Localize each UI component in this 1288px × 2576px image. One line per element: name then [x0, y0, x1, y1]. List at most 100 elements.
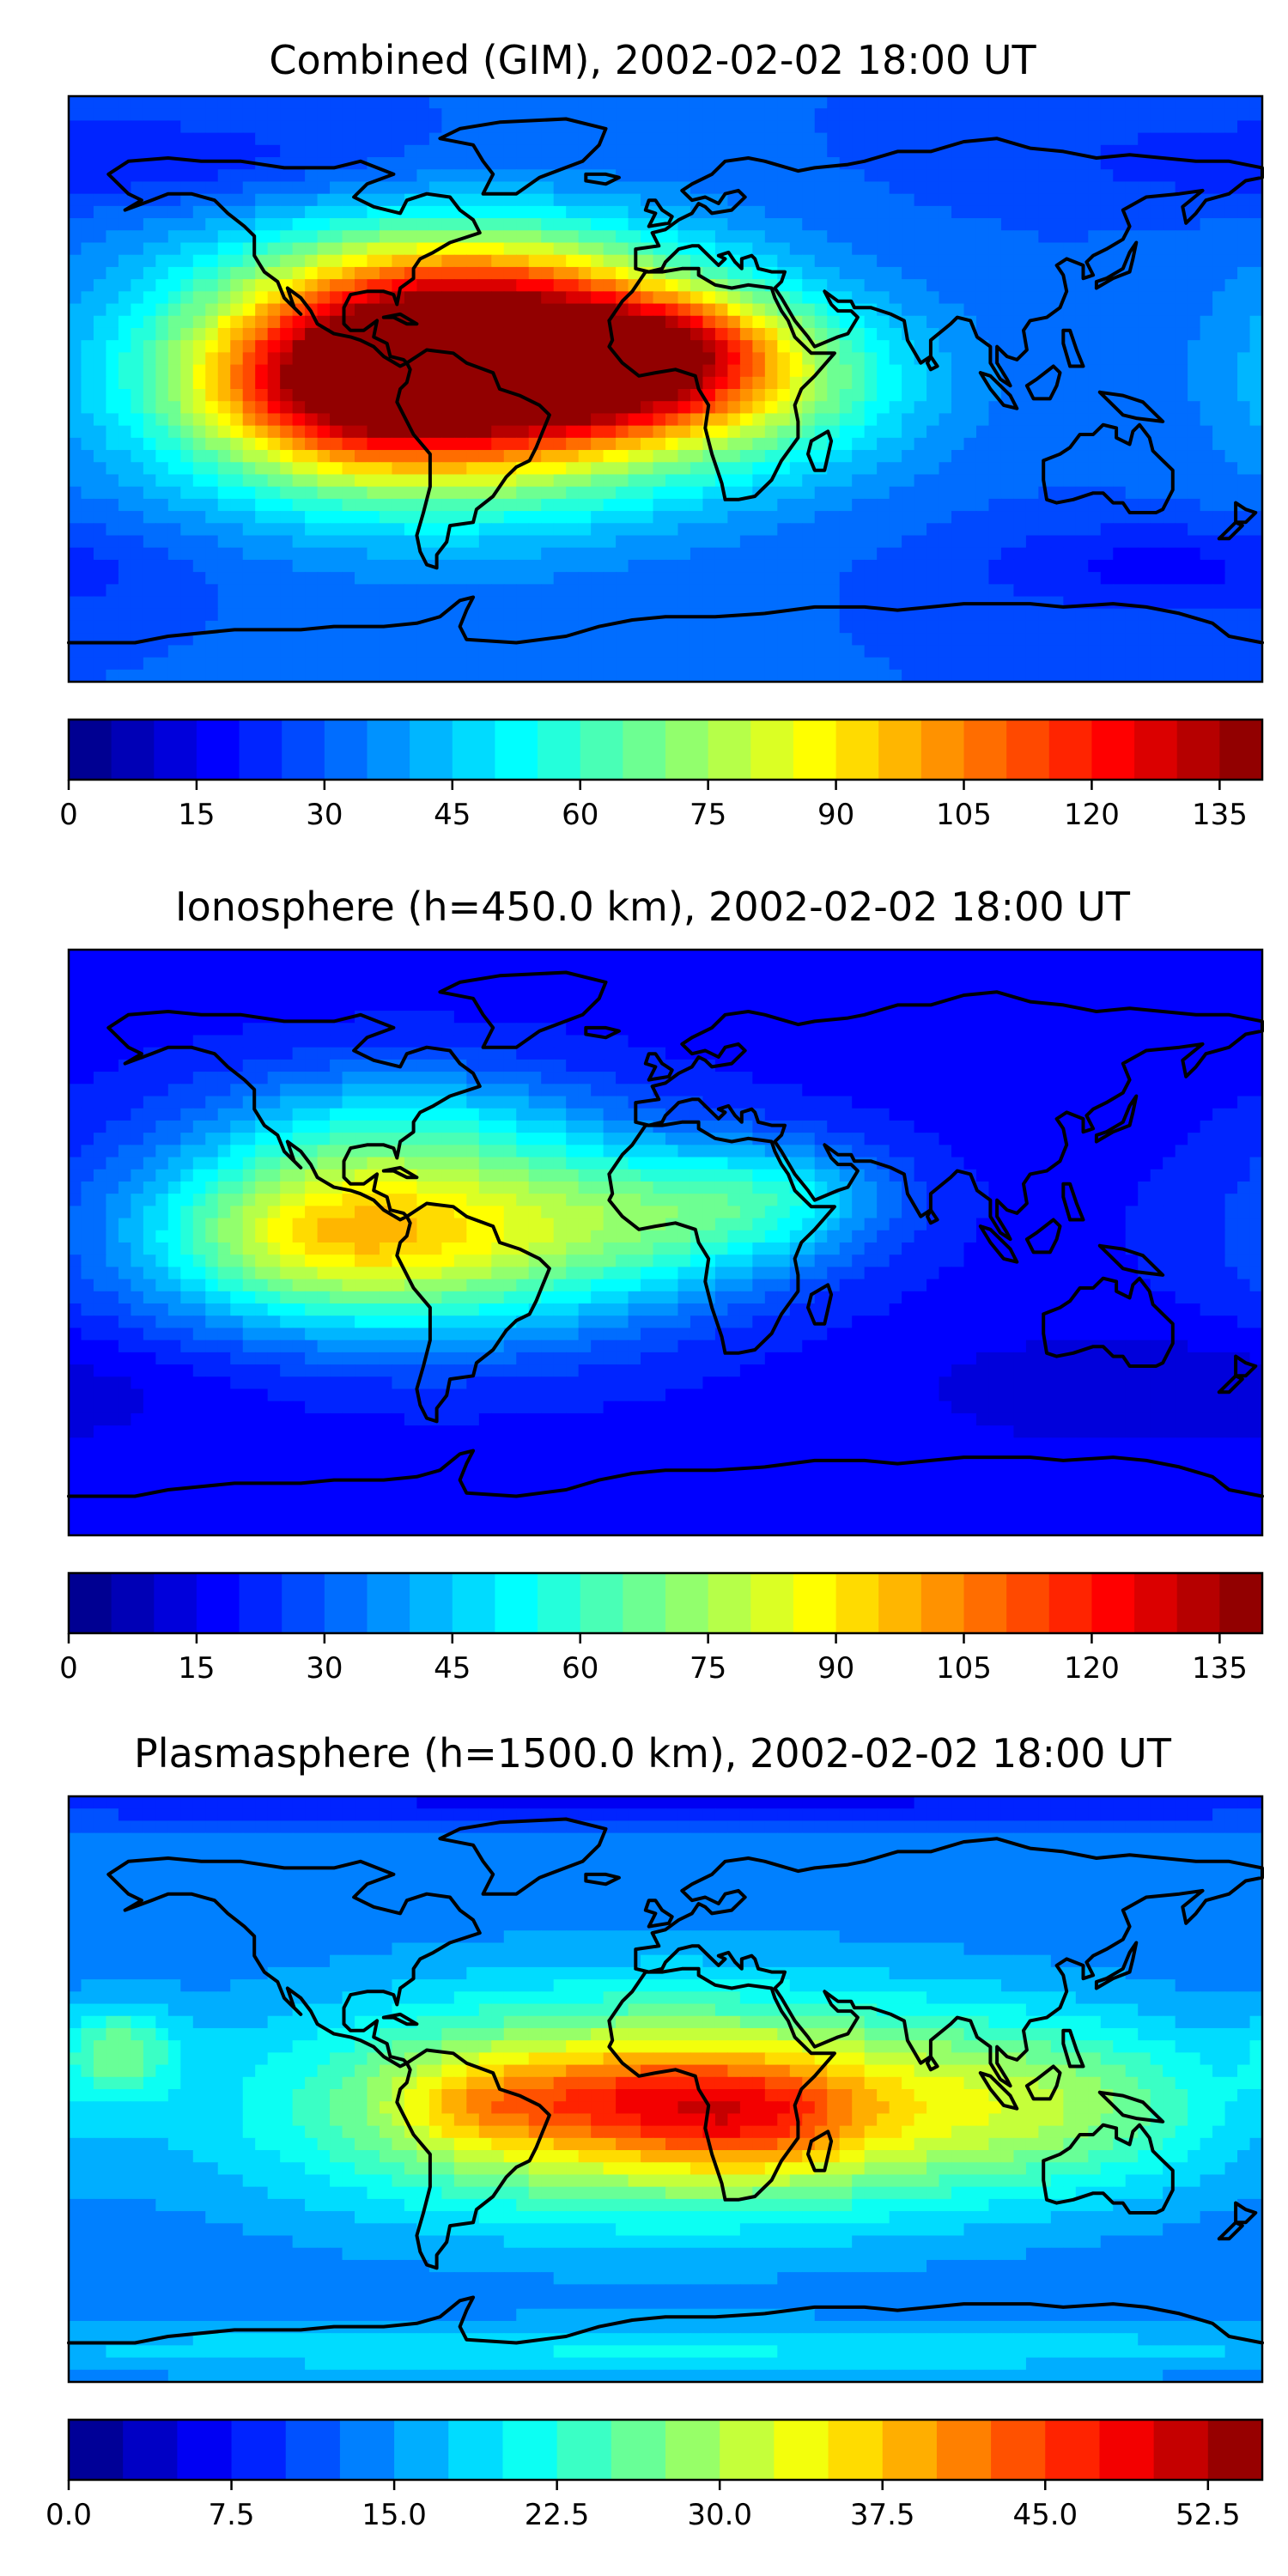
field-cell	[453, 96, 467, 109]
field-cell	[416, 413, 430, 427]
field-cell	[628, 584, 641, 598]
field-cell	[777, 437, 791, 451]
colorbar-swatch	[750, 720, 794, 780]
field-cell	[267, 303, 281, 317]
field-cell	[1224, 962, 1238, 975]
field-cell	[317, 291, 331, 305]
field-cell	[1224, 657, 1238, 671]
field-cell	[292, 572, 306, 585]
field-cell	[677, 498, 691, 512]
field-cell	[1125, 559, 1139, 573]
field-cell	[491, 450, 505, 463]
field-cell	[591, 645, 605, 659]
field-cell	[242, 633, 256, 646]
field-cell	[653, 572, 666, 585]
field-cell	[317, 401, 331, 415]
field-cell	[330, 596, 343, 610]
field-cell	[864, 401, 878, 415]
field-cell	[827, 266, 841, 280]
field-cell	[131, 535, 144, 549]
field-cell	[1050, 633, 1064, 646]
field-cell	[764, 633, 778, 646]
field-cell	[1025, 572, 1039, 585]
field-cell	[616, 120, 629, 134]
field-cell	[951, 425, 965, 439]
field-cell	[1050, 340, 1064, 353]
field-cell	[118, 584, 131, 598]
field-cell	[453, 401, 467, 415]
field-cell	[641, 498, 654, 512]
field-cell	[1188, 96, 1201, 109]
field-cell	[81, 352, 94, 366]
field-cell	[927, 657, 940, 671]
field-cell	[528, 474, 542, 488]
field-cell	[404, 340, 418, 353]
field-cell	[677, 572, 691, 585]
field-cell	[690, 120, 704, 134]
field-cell	[392, 144, 405, 158]
field-cell	[1000, 254, 1015, 268]
field-cell	[1113, 547, 1127, 561]
field-cell	[1063, 120, 1077, 134]
field-cell	[752, 584, 766, 598]
field-cell	[839, 230, 853, 244]
field-cell	[330, 462, 343, 476]
field-cell	[616, 254, 629, 268]
field-cell	[641, 962, 654, 975]
field-cell	[1075, 291, 1089, 305]
field-cell	[566, 547, 580, 561]
field-cell	[1088, 291, 1102, 305]
field-cell	[1249, 608, 1263, 622]
field-cell	[541, 205, 555, 219]
field-cell	[1075, 962, 1089, 975]
field-cell	[355, 474, 368, 488]
field-cell	[802, 962, 816, 975]
field-cell	[305, 462, 319, 476]
field-cell	[217, 462, 231, 476]
field-cell	[106, 352, 119, 366]
field-cell	[616, 266, 629, 280]
field-cell	[242, 413, 256, 427]
field-cell	[1175, 523, 1188, 537]
field-cell	[317, 462, 331, 476]
field-cell	[1025, 352, 1039, 366]
field-cell	[641, 523, 654, 537]
field-cell	[1175, 450, 1188, 463]
field-cell	[852, 462, 866, 476]
field-cell	[665, 974, 679, 987]
field-cell	[1088, 523, 1102, 537]
field-cell	[1050, 474, 1064, 488]
field-cell	[1150, 364, 1163, 378]
field-cell	[988, 498, 1002, 512]
field-cell	[503, 120, 517, 134]
field-cell	[628, 572, 641, 585]
field-cell	[1000, 425, 1015, 439]
field-cell	[478, 425, 492, 439]
field-cell	[814, 962, 828, 975]
field-cell	[963, 547, 977, 561]
field-cell	[714, 523, 728, 537]
field-cell	[1237, 389, 1251, 402]
field-cell	[789, 205, 803, 219]
field-cell	[739, 364, 753, 378]
field-cell	[1100, 645, 1114, 659]
field-cell	[143, 340, 156, 353]
field-cell	[1063, 108, 1077, 122]
field-cell	[541, 230, 555, 244]
field-cell	[404, 633, 418, 646]
field-cell	[205, 352, 219, 366]
field-cell	[292, 96, 306, 109]
field-cell	[305, 291, 319, 305]
field-cell	[416, 144, 430, 158]
field-cell	[453, 413, 467, 427]
field-cell	[777, 596, 791, 610]
field-cell	[255, 962, 269, 975]
field-cell	[814, 193, 828, 207]
field-cell	[653, 511, 666, 524]
field-cell	[453, 498, 467, 512]
field-cell	[1000, 620, 1015, 634]
field-cell	[1100, 535, 1114, 549]
field-cell	[591, 230, 605, 244]
field-cell	[553, 327, 567, 341]
field-cell	[1075, 327, 1089, 341]
